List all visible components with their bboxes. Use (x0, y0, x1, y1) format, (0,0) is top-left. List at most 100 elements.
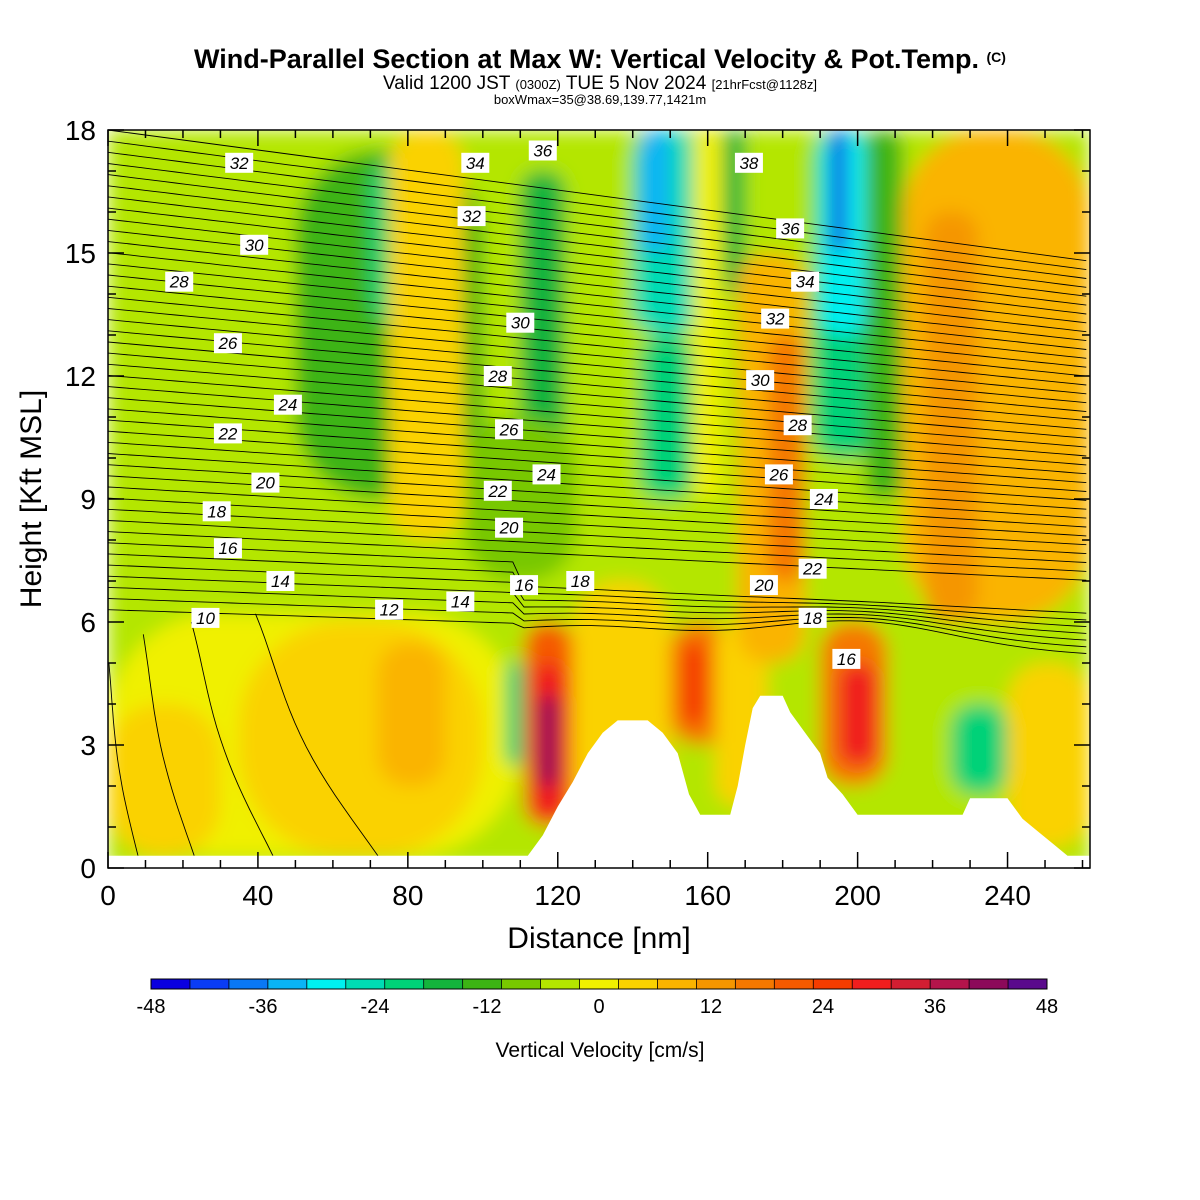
colorbar-swatch (852, 979, 892, 989)
theta-line (108, 586, 1087, 641)
valid-date: TUE 5 Nov 2024 (565, 73, 707, 94)
contour-label-text: 22 (487, 482, 507, 501)
contour-label: 20 (495, 517, 524, 538)
theta-line (108, 263, 1087, 368)
contour-label: 22 (483, 480, 512, 501)
theta-line (108, 241, 1087, 350)
colorbar: -48 -36 -24 -12 0 12 24 36 48 (137, 978, 1058, 1018)
theta-line (108, 408, 1087, 484)
terrain-mask (108, 695, 1090, 868)
contour-label: 36 (528, 140, 557, 161)
contour-label: 30 (746, 370, 775, 391)
contour-label: 14 (446, 591, 475, 612)
colorbar-tick-label: 36 (924, 996, 946, 1018)
colorbar-swatch (657, 979, 697, 989)
velocity-patch (239, 622, 483, 856)
colorbar-label: Vertical Velocity [cm/s] (496, 1039, 705, 1062)
contour-label-text: 24 (536, 465, 556, 484)
theta-line (108, 151, 1087, 279)
contour-label: 26 (495, 419, 524, 440)
contour-label-text: 18 (803, 609, 822, 628)
contour-label: 18 (566, 571, 595, 591)
colorbar-swatch (891, 979, 931, 989)
contour-label: 28 (165, 271, 194, 292)
contour-label: 32 (761, 308, 790, 329)
theta-line (108, 609, 1087, 654)
colorbar-swatch (423, 979, 464, 989)
contour-label: 16 (213, 538, 242, 559)
colorbar-tick-label: -36 (249, 996, 278, 1018)
colorbar-tick-label: -24 (361, 996, 390, 1018)
forecast-info: [21hrFcst@1128z] (711, 77, 818, 92)
contour-label-text: 22 (217, 424, 237, 443)
velocity-patch (389, 130, 465, 540)
contour-label: 30 (506, 312, 535, 333)
y-tick-label: 9 (80, 484, 96, 515)
colorbar-tick-label: -48 (137, 996, 166, 1018)
contour-label: 34 (461, 152, 490, 173)
contour-label-text: 34 (796, 273, 815, 292)
theta-line (108, 497, 1087, 555)
colorbar-swatch (930, 979, 970, 989)
theta-line (108, 598, 1087, 648)
y-axis-label: Height [Kft MSL] (15, 390, 48, 608)
theta-line (255, 613, 379, 856)
theta-line (108, 252, 1087, 359)
velocity-patch (951, 704, 1008, 795)
theta-line (108, 330, 1087, 421)
contour-label: 26 (213, 333, 242, 354)
contour-label: 34 (791, 271, 820, 292)
colorbar-swatch (501, 979, 542, 989)
contour-label-text: 30 (245, 236, 264, 255)
contour-label-text: 26 (768, 465, 788, 484)
contour-labels: 32 34 36 38 32 30 36 28 34 30 32 26 28 30 24 22 26 28 24 26… (165, 140, 861, 669)
contour-label-text: 12 (380, 601, 399, 620)
colorbar-swatch (228, 979, 269, 989)
utc-time: (0300Z) (515, 77, 561, 92)
contour-label: 24 (273, 394, 302, 415)
contour-label-text: 16 (515, 576, 534, 595)
contour-label-text: 32 (230, 154, 249, 173)
contour-label: 22 (798, 558, 827, 579)
contour-label-text: 24 (277, 396, 297, 415)
colorbar-swatch (969, 979, 1009, 989)
colorbar-tick-label: 24 (812, 996, 834, 1018)
theta-line (108, 419, 1087, 492)
theta-line (108, 542, 1087, 614)
theta-line (108, 397, 1087, 475)
colorbar-swatch (735, 979, 775, 989)
velocity-patch (681, 642, 708, 725)
colorbar-swatch (384, 979, 425, 989)
chart-title-mark: (C) (986, 49, 1006, 65)
contour-label-text: 32 (766, 310, 785, 329)
x-tick-label: 80 (392, 880, 423, 911)
contour-label: 32 (225, 152, 254, 173)
contour-label-text: 18 (571, 572, 590, 591)
colorbar-tick-label: 12 (700, 996, 722, 1018)
theta-line (190, 621, 274, 856)
contour-label-text: 38 (739, 154, 758, 173)
contour-label-text: 24 (813, 490, 833, 509)
y-tick-label: 3 (80, 730, 96, 761)
contour-label-text: 18 (207, 502, 226, 521)
contour-label-text: 28 (169, 273, 189, 292)
x-axis-label: Distance [nm] (507, 922, 690, 955)
contour-label: 18 (798, 607, 827, 628)
contour-label-text: 28 (787, 416, 807, 435)
y-tick-label: 0 (80, 853, 96, 884)
theta-line (108, 520, 1087, 572)
theta-line (108, 174, 1087, 297)
colorbar-swatch (267, 979, 308, 989)
theta-line (108, 196, 1087, 315)
contour-label-text: 14 (271, 572, 290, 591)
contour-label: 30 (240, 234, 269, 255)
theta-line (142, 634, 195, 856)
colorbar-swatch (345, 979, 386, 989)
contour-label-text: 10 (196, 609, 215, 628)
contour-label-text: 30 (511, 314, 530, 333)
contour-label: 12 (375, 599, 404, 620)
theta-line (108, 386, 1087, 466)
valid-time: Valid 1200 JST (382, 73, 511, 94)
contour-label: 10 (191, 607, 220, 628)
